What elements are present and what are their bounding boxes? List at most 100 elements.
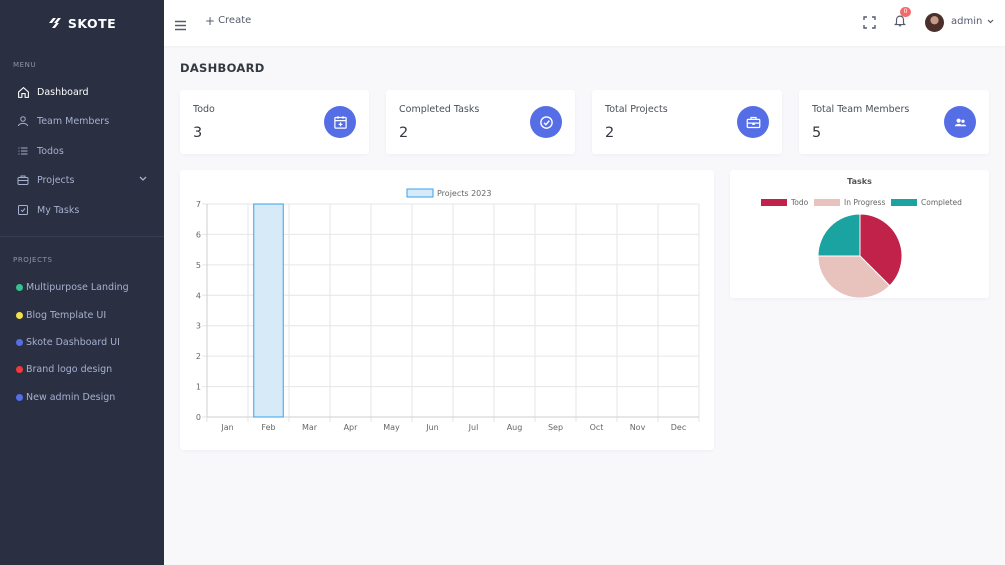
pie-slice [859, 213, 903, 287]
x-tick-label: Oct [590, 423, 604, 432]
sidebar-item-projects[interactable]: Projects [0, 167, 164, 193]
user-icon [16, 114, 30, 128]
sidebar: SKOTE MENU Dashboard Team Members Todos … [0, 0, 164, 565]
check-circle-icon [530, 106, 562, 138]
project-item-multipurpose-landing[interactable]: Multipurpose Landing [16, 279, 129, 295]
legend-swatch [891, 199, 917, 206]
task-checkbox-icon [16, 203, 30, 217]
brand-logo[interactable]: SKOTE [0, 0, 164, 46]
stat-value: 2 [605, 125, 615, 141]
stat-value: 2 [399, 125, 409, 141]
sidebar-item-my-tasks[interactable]: My Tasks [0, 197, 164, 223]
pie-slice [817, 213, 861, 257]
sidebar-item-todos[interactable]: Todos [0, 138, 164, 164]
sidebar-item-label: My Tasks [37, 204, 80, 216]
sidebar-item-label: Dashboard [37, 86, 89, 98]
stat-label: Completed Tasks [399, 104, 480, 115]
stat-card-total-projects: Total Projects 2 [592, 90, 782, 154]
y-tick-label: 7 [196, 200, 201, 209]
x-tick-label: Feb [261, 423, 275, 432]
x-tick-label: Apr [344, 423, 359, 432]
y-tick-label: 3 [196, 322, 201, 331]
notification-bell-icon[interactable] [893, 13, 907, 32]
projects-bar-chart: 0 1 2 3 4 5 6 7 Jan Feb Mar Apr May Jun Jul Aug Sep Oct No… [196, 188, 700, 432]
project-label: Blog Template UI [26, 309, 107, 321]
bar-chart-card: 0 1 2 3 4 5 6 7 Jan Feb Mar Apr May Jun Jul Aug Sep Oct No… [180, 170, 714, 450]
project-item-new-admin-design[interactable]: New admin Design [16, 389, 115, 405]
create-button[interactable]: + Create [205, 13, 252, 28]
briefcase-icon [16, 173, 30, 187]
list-icon [16, 144, 30, 158]
legend-label: Projects 2023 [437, 189, 491, 198]
project-item-blog-template-ui[interactable]: Blog Template UI [16, 307, 106, 323]
skote-logo-icon [48, 18, 61, 28]
y-tick-label: 6 [196, 230, 201, 239]
stat-value: 3 [193, 125, 203, 141]
topbar: + Create 0 admin [164, 0, 1005, 46]
stat-label: Total Projects [605, 104, 668, 115]
x-tick-label: Sep [548, 423, 563, 432]
pie-chart-card: Tasks Todo In Progress Completed [730, 170, 989, 299]
projects-section-title: PROJECTS [13, 256, 53, 264]
project-item-skote-dashboard-ui[interactable]: Skote Dashboard UI [16, 334, 120, 350]
project-label: Skote Dashboard UI [26, 336, 120, 348]
user-menu[interactable]: admin [951, 16, 994, 27]
legend-label: Completed [921, 198, 962, 207]
stat-card-total-team-members: Total Team Members 5 [799, 90, 989, 154]
menu-toggle-icon[interactable] [175, 16, 186, 35]
brand-name: SKOTE [67, 15, 117, 31]
y-tick-label: 1 [196, 383, 201, 392]
legend-swatch [761, 199, 787, 206]
stat-label: Todo [193, 104, 215, 115]
avatar[interactable] [925, 13, 944, 32]
y-tick-label: 0 [196, 413, 201, 422]
x-tick-label: May [383, 423, 400, 432]
chevron-down-icon [987, 19, 994, 24]
plus-icon: + [205, 13, 216, 28]
x-tick-label: Jul [468, 423, 479, 432]
sidebar-item-label: Projects [37, 174, 75, 186]
chevron-down-icon [139, 176, 147, 181]
stat-label: Total Team Members [812, 104, 910, 115]
create-label: Create [218, 15, 252, 26]
briefcase-icon [737, 106, 769, 138]
y-tick-label: 5 [196, 261, 201, 270]
chart-title: Tasks [847, 177, 872, 186]
sidebar-item-dashboard[interactable]: Dashboard [0, 79, 164, 105]
sidebar-item-team-members[interactable]: Team Members [0, 108, 164, 134]
x-tick-label: Aug [507, 423, 523, 432]
project-label: New admin Design [26, 391, 116, 403]
fullscreen-icon[interactable] [863, 14, 876, 33]
page-title: DASHBOARD [180, 61, 265, 75]
legend-swatch [814, 199, 840, 206]
legend-label: In Progress [844, 198, 885, 207]
sidebar-divider [0, 236, 164, 237]
x-tick-label: Mar [302, 423, 318, 432]
project-item-brand-logo-design[interactable]: Brand logo design [16, 361, 112, 377]
project-label: Brand logo design [26, 363, 113, 375]
x-tick-label: Dec [671, 423, 686, 432]
x-tick-label: Jan [220, 423, 233, 432]
user-name: admin [951, 16, 983, 27]
y-tick-label: 2 [196, 352, 201, 361]
sidebar-item-label: Todos [37, 145, 64, 157]
sidebar-item-label: Team Members [37, 115, 110, 127]
bar [253, 203, 284, 418]
pie-slice [817, 255, 891, 299]
legend-label: Todo [790, 198, 809, 207]
status-dot [16, 393, 23, 401]
group-icon [944, 106, 976, 138]
tasks-pie-chart: Tasks Todo In Progress Completed [761, 177, 962, 299]
x-tick-label: Nov [630, 423, 646, 432]
home-icon [16, 85, 30, 99]
y-tick-label: 4 [196, 291, 201, 300]
menu-section-title: MENU [13, 61, 37, 69]
status-dot [16, 365, 23, 373]
stat-card-completed-tasks: Completed Tasks 2 [386, 90, 575, 154]
calendar-plus-icon [324, 106, 356, 138]
notification-badge: 0 [900, 7, 911, 17]
x-tick-label: Jun [425, 423, 439, 432]
status-dot [16, 311, 23, 319]
status-dot [16, 338, 23, 346]
status-dot [16, 283, 23, 291]
